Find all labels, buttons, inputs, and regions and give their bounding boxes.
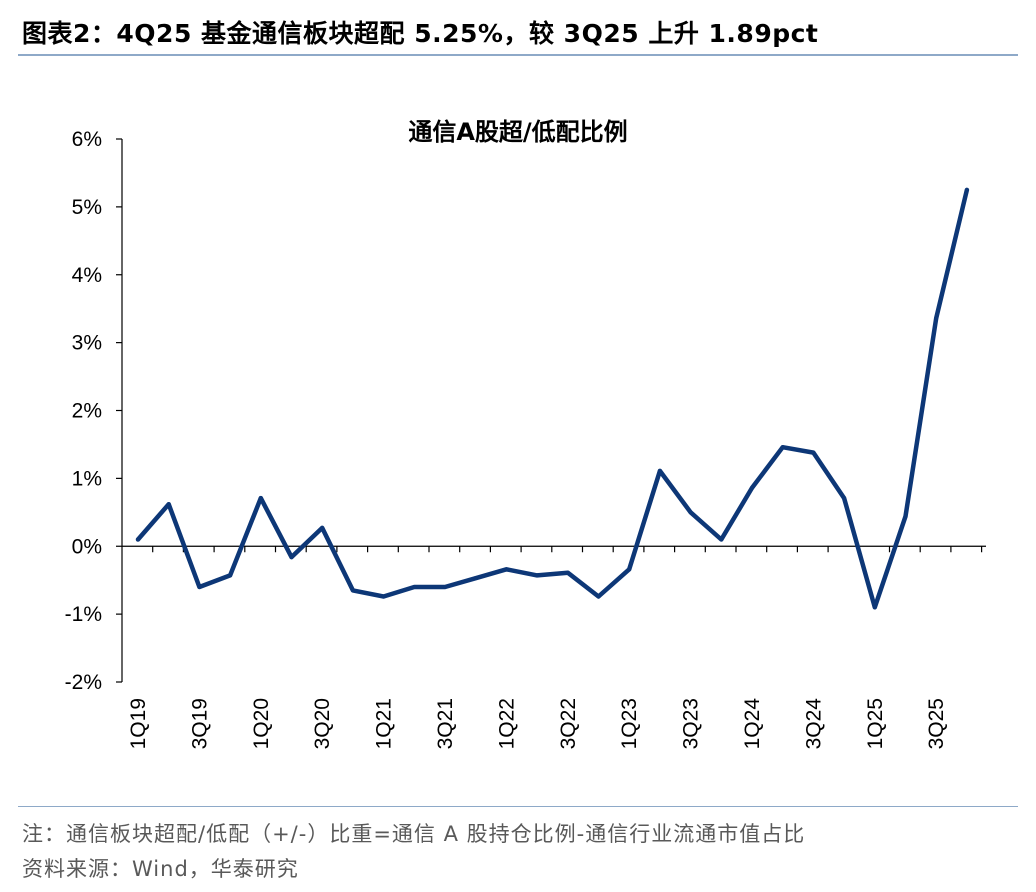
data-point — [350, 588, 355, 593]
y-tick-label: 6% — [72, 128, 102, 151]
y-axis: -2% -1% 0% 1% 2% 3% 4% 5% 6% — [65, 128, 123, 694]
x-tick-label: 3Q20 — [311, 698, 334, 749]
data-point — [166, 502, 171, 507]
footnote-source: 资料来源：Wind，华泰研究 — [22, 857, 299, 881]
data-point — [964, 187, 969, 192]
data-point — [903, 514, 908, 519]
x-tick-label: 1Q21 — [373, 698, 396, 749]
x-tick-label: 1Q24 — [741, 698, 764, 750]
data-point — [872, 605, 877, 610]
data-point — [627, 567, 632, 572]
data-point — [412, 584, 417, 589]
x-tick-label: 3Q24 — [802, 698, 825, 750]
y-tick-label: 3% — [72, 332, 102, 355]
x-tick-label: 3Q21 — [434, 698, 457, 749]
x-tick-label: 1Q22 — [495, 698, 518, 749]
x-tick-label: 3Q19 — [188, 698, 211, 749]
data-point — [289, 555, 294, 560]
data-point — [934, 316, 939, 321]
figure-title-text: 4Q25 基金通信板块超配 5.25%，较 3Q25 上升 1.89pct — [116, 19, 819, 48]
data-point — [565, 570, 570, 575]
footnote-note: 注：通信板块超配/低配（+/-）比重=通信 A 股持仓比例-通信行业流通市值占比 — [22, 822, 806, 846]
x-tick-label: 3Q23 — [680, 698, 703, 749]
figure-label: 图表2： — [22, 19, 117, 48]
data-point — [258, 496, 263, 501]
y-tick-label: 1% — [72, 467, 102, 490]
series-layer — [135, 187, 970, 610]
data-point — [750, 485, 754, 490]
chart-title: 通信A股超/低配比例 — [408, 118, 627, 146]
y-tick-label: 5% — [72, 196, 102, 219]
data-point — [473, 576, 478, 581]
data-point — [596, 594, 601, 599]
data-point — [504, 567, 509, 572]
data-point — [197, 584, 202, 589]
data-point — [443, 584, 447, 589]
figure-title: 图表2：4Q25 基金通信板块超配 5.25%，较 3Q25 上升 1.89pc… — [22, 14, 818, 50]
x-axis: 1Q19 3Q19 1Q20 3Q20 1Q21 3Q21 1Q22 3Q22 1Q23 3Q23… — [122, 545, 986, 750]
y-tick-label: 0% — [72, 535, 102, 558]
x-tick-label: 1Q23 — [618, 698, 641, 749]
data-point — [719, 537, 724, 542]
x-tick-label: 3Q22 — [557, 698, 580, 749]
x-tick-label: 3Q25 — [925, 698, 948, 749]
data-point — [320, 525, 325, 530]
x-tick-label: 1Q19 — [127, 698, 150, 749]
footer-divider — [18, 806, 1018, 807]
x-tick-label: 1Q20 — [250, 698, 273, 749]
data-point — [228, 573, 233, 578]
series-line — [135, 187, 970, 610]
y-tick-label: -1% — [65, 603, 102, 626]
data-point — [688, 510, 693, 515]
y-tick-label: 4% — [72, 264, 102, 287]
line-chart: 通信A股超/低配比例 -2% -1% 0% 1% 2% 3% 4% 5% 6% 1Q19 3Q19… — [65, 118, 986, 750]
data-point — [811, 450, 816, 455]
data-point — [381, 594, 386, 599]
data-point — [136, 537, 140, 542]
data-point — [657, 468, 662, 473]
title-divider — [18, 54, 1018, 56]
y-tick-label: 2% — [72, 400, 102, 423]
data-point — [780, 445, 785, 450]
x-tick-label: 1Q25 — [864, 698, 887, 749]
data-point — [842, 496, 847, 501]
data-point — [535, 573, 540, 578]
y-tick-label: -2% — [65, 671, 102, 694]
